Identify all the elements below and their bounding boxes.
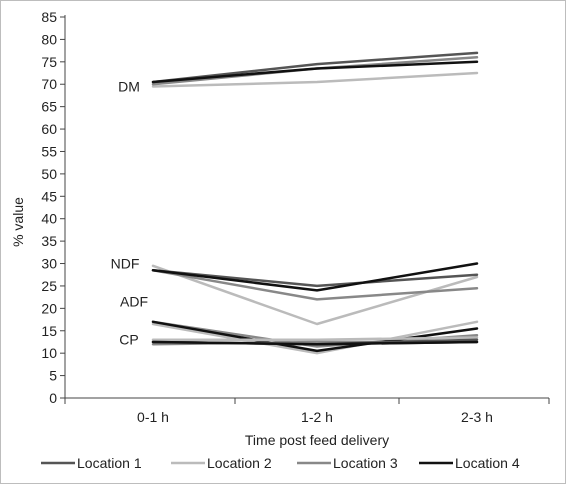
y-tick-label: 30 [41, 256, 57, 272]
y-tick-label: 25 [41, 278, 57, 294]
y-tick-label: 15 [41, 323, 57, 339]
y-tick-label: 55 [41, 143, 57, 159]
y-tick-label: 85 [41, 9, 57, 25]
y-tick-label: 10 [41, 345, 57, 361]
y-tick-label: 5 [49, 368, 57, 384]
series-line-cp-location-4 [151, 320, 479, 353]
y-tick-label: 80 [41, 31, 57, 47]
x-axis-title: Time post feed delivery [245, 432, 389, 448]
y-tick-label: 50 [41, 166, 57, 182]
series-line-dm-location-4 [151, 60, 479, 84]
x-tick-label: 0-1 h [137, 409, 169, 425]
series-lines [151, 51, 479, 355]
legend-label: Location 3 [333, 455, 398, 471]
y-tick-label: 65 [41, 99, 57, 115]
y-tick-label: 20 [41, 300, 57, 316]
legend-label: Location 1 [77, 455, 142, 471]
annotation-label-ndf: NDF [111, 256, 140, 272]
y-tick-label: 45 [41, 188, 57, 204]
y-tick-label: 70 [41, 76, 57, 92]
series-line-dm-location-1 [151, 51, 479, 84]
series-line-adf-location-2 [151, 336, 479, 341]
annotation-label-adf: ADF [120, 294, 148, 310]
annotation-label-cp: CP [119, 332, 138, 348]
legend-label: Location 4 [455, 455, 520, 471]
y-tick-label: 60 [41, 121, 57, 137]
y-axis-title: % value [10, 197, 26, 247]
series-line-dm-location-2 [151, 71, 479, 88]
x-tick-label: 2-3 h [461, 409, 493, 425]
y-tick-label: 0 [49, 390, 57, 406]
legend: Location 1 Location 2 Location 3 Location 4 [41, 455, 520, 471]
axes: 0 5 10 15 20 25 30 35 40 45 50 55 60 65 70 75 80 85 0-1 h 1… [41, 9, 550, 425]
y-tick-label: 35 [41, 233, 57, 249]
y-tick-label: 40 [41, 211, 57, 227]
series-line-cp-location-2 [151, 320, 479, 355]
series-line-adf-location-4 [151, 340, 479, 346]
legend-label: Location 2 [207, 455, 272, 471]
series-line-dm-location-3 [151, 56, 479, 86]
annotation-label-dm: DM [118, 78, 140, 94]
series-line-ndf-location-4 [151, 262, 479, 292]
x-tick-label: 1-2 h [301, 409, 333, 425]
series-line-ndf-location-1 [151, 269, 479, 288]
series-line-ndf-location-3 [151, 269, 479, 301]
annotations: DM NDF ADF CP [111, 78, 148, 347]
y-tick-label: 75 [41, 54, 57, 70]
